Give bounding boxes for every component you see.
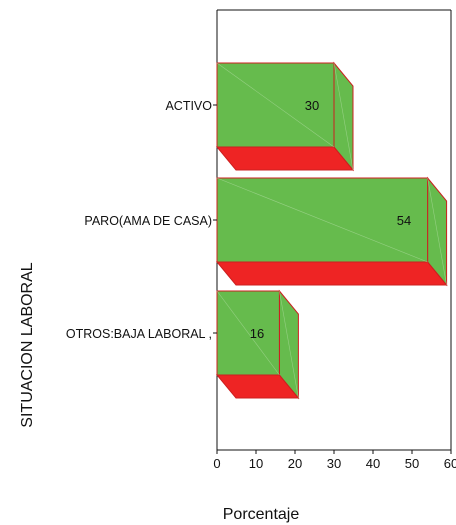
bar-bottom-face-2 [215,261,448,286]
y-axis-title: SITUACION LABORAL [19,262,36,427]
bar-diagonal-3 [216,290,280,376]
x-tick-label-40: 40 [366,456,380,471]
data-label-3: 16 [250,326,264,341]
data-label-2: 54 [397,213,411,228]
bar-bottom-face-1 [215,146,355,171]
x-axis-title: Porcentaje [223,506,300,523]
data-label-1: 30 [305,98,319,113]
bar-side-diagonal-3 [279,290,299,399]
x-tick-label-0: 0 [213,456,220,471]
bar-side-diagonal-1 [333,62,354,171]
x-tick-label-20: 20 [288,456,302,471]
x-tick-label-60: 60 [444,456,456,471]
bar-diagonal-1 [216,62,335,148]
category-label-3: OTROS:BAJA LABORAL , [66,327,212,341]
category-label-1: ACTIVO [165,99,212,113]
x-tick-label-10: 10 [249,456,263,471]
x-tick-label-50: 50 [405,456,419,471]
bar-diagonal-2 [216,177,428,263]
bar-side-diagonal-2 [427,177,447,286]
category-label-2: PARO(AMA DE CASA) [84,214,212,228]
x-tick-label-30: 30 [327,456,341,471]
